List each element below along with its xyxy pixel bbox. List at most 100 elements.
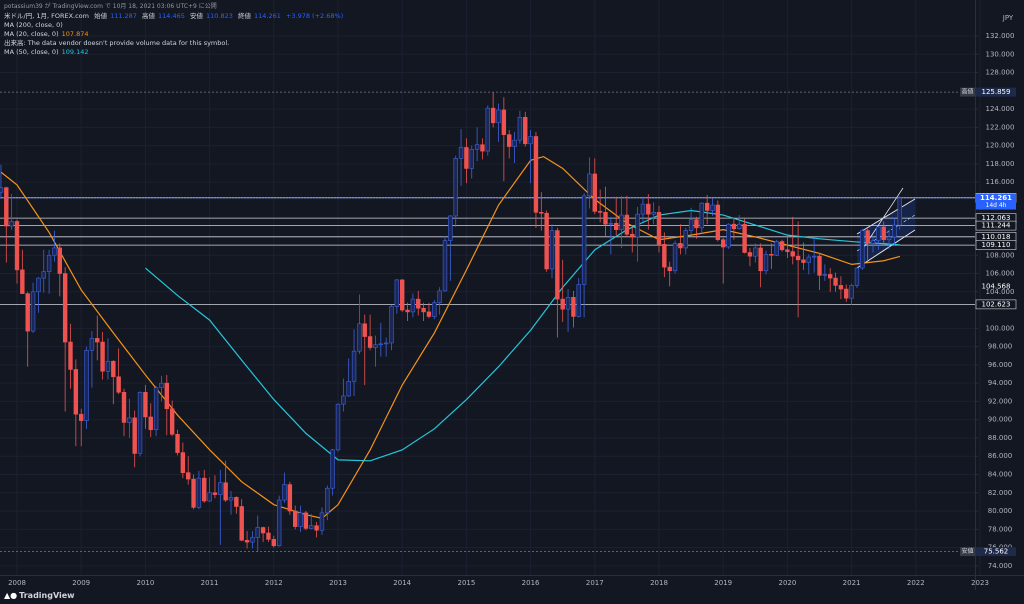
candle-body — [68, 341, 73, 370]
candle-body — [737, 223, 742, 230]
candle-body — [731, 223, 737, 230]
candle-body — [870, 240, 876, 244]
x-tick-label: 2012 — [265, 579, 283, 587]
candles — [0, 92, 902, 552]
candle-body — [314, 525, 319, 531]
candle-body — [769, 254, 774, 256]
y-tick-label: 88.000 — [988, 434, 1013, 442]
ohlc-value: 110.823 — [206, 12, 233, 20]
x-tick-label: 2011 — [201, 579, 219, 587]
candle-body — [490, 107, 496, 124]
y-tick-label: 96.000 — [988, 361, 1013, 369]
candle-body — [191, 478, 196, 508]
candle-body — [202, 477, 207, 502]
candle-body — [292, 510, 298, 527]
candle-body — [373, 344, 378, 348]
candle-body — [260, 527, 266, 534]
legend-volume: 出来高: The data vendor doesn't provide vol… — [4, 39, 232, 48]
candle-body — [785, 249, 790, 252]
candle-body — [710, 204, 715, 211]
brand-text: TradingView — [19, 591, 75, 600]
candle-body — [116, 376, 121, 393]
ma-line — [145, 209, 900, 462]
candle-body — [619, 214, 624, 230]
level-box — [976, 213, 1016, 223]
candle-body — [694, 219, 699, 229]
candle-body — [806, 256, 812, 263]
candle-body — [860, 230, 865, 269]
y-tick-label: 118.000 — [986, 160, 1015, 168]
x-tick-label: 2008 — [8, 579, 26, 587]
candle-body — [271, 539, 276, 547]
candle-body — [186, 472, 191, 480]
candle-body — [325, 487, 330, 514]
candle-body — [367, 336, 373, 348]
legend-name: MA (50, close, 0) — [4, 48, 59, 56]
candle-body — [474, 144, 480, 150]
candle-body — [544, 212, 549, 270]
candle-body — [383, 342, 389, 345]
candle-body — [597, 211, 603, 213]
y-tick-label: 94.000 — [988, 379, 1013, 387]
level-label-box — [975, 240, 1017, 250]
price-mark-label: 104.568 — [982, 283, 1011, 291]
candle-body — [100, 341, 105, 372]
level-label: 110.018 — [982, 233, 1011, 241]
candle-body — [394, 279, 400, 307]
y-tick-label: 86.000 — [988, 452, 1013, 460]
y-tick-label: 106.000 — [986, 270, 1015, 278]
candle-body — [458, 147, 464, 159]
candle-body — [533, 136, 539, 213]
candle-body — [886, 236, 892, 241]
candle-body — [613, 222, 619, 230]
legend-ma50: MA (50, close, 0) 109.142 — [4, 48, 92, 57]
ohlc-name: 終値 — [237, 12, 251, 20]
y-tick-label: 128.000 — [986, 69, 1015, 77]
symbol: 米ドル/円, 1月, FOREX.com — [4, 12, 89, 20]
candle-body — [46, 254, 52, 272]
y-tick-label: 82.000 — [988, 489, 1013, 497]
candle-body — [790, 251, 795, 257]
candle-body — [137, 391, 143, 454]
candle-body — [565, 296, 571, 310]
candle-body — [517, 117, 523, 141]
low-tag: 安値 — [961, 547, 973, 555]
candle-body — [704, 202, 710, 211]
legend-value: 107.874 — [61, 30, 89, 38]
candle-body — [779, 241, 785, 251]
level-box — [976, 232, 1016, 242]
candle-body — [20, 269, 25, 294]
y-tick-label: 90.000 — [988, 416, 1013, 424]
legend-ma200: MA (200, close, 0) — [4, 21, 66, 30]
candle-body — [523, 117, 528, 145]
candle-body — [501, 109, 507, 135]
candle-body — [175, 434, 180, 453]
candle-body — [357, 323, 362, 352]
level-box — [976, 221, 1016, 231]
candle-body — [111, 360, 116, 378]
candle-body — [881, 226, 886, 241]
candle-body — [4, 187, 9, 227]
y-tick-label: 74.000 — [988, 562, 1013, 570]
candle-body — [651, 212, 656, 215]
candle-body — [624, 214, 630, 235]
candle-body — [121, 391, 127, 423]
volume-note: 出来高: The data vendor doesn't provide vol… — [4, 39, 230, 47]
candle-body — [667, 266, 672, 272]
candle-body — [854, 267, 860, 286]
high-label-box — [976, 87, 1016, 97]
y-tick-label: 100.000 — [986, 324, 1015, 332]
moving-averages — [0, 155, 901, 520]
candle-body — [62, 273, 68, 343]
x-tick-label: 2013 — [329, 579, 347, 587]
candle-body — [228, 497, 234, 501]
x-tick-label: 2014 — [393, 579, 411, 587]
candle-body — [683, 230, 688, 249]
candle-body — [282, 484, 287, 501]
candle-body — [335, 403, 341, 451]
candle-body — [506, 134, 512, 147]
legend-value: 109.142 — [61, 48, 89, 56]
candle-body — [576, 284, 581, 317]
